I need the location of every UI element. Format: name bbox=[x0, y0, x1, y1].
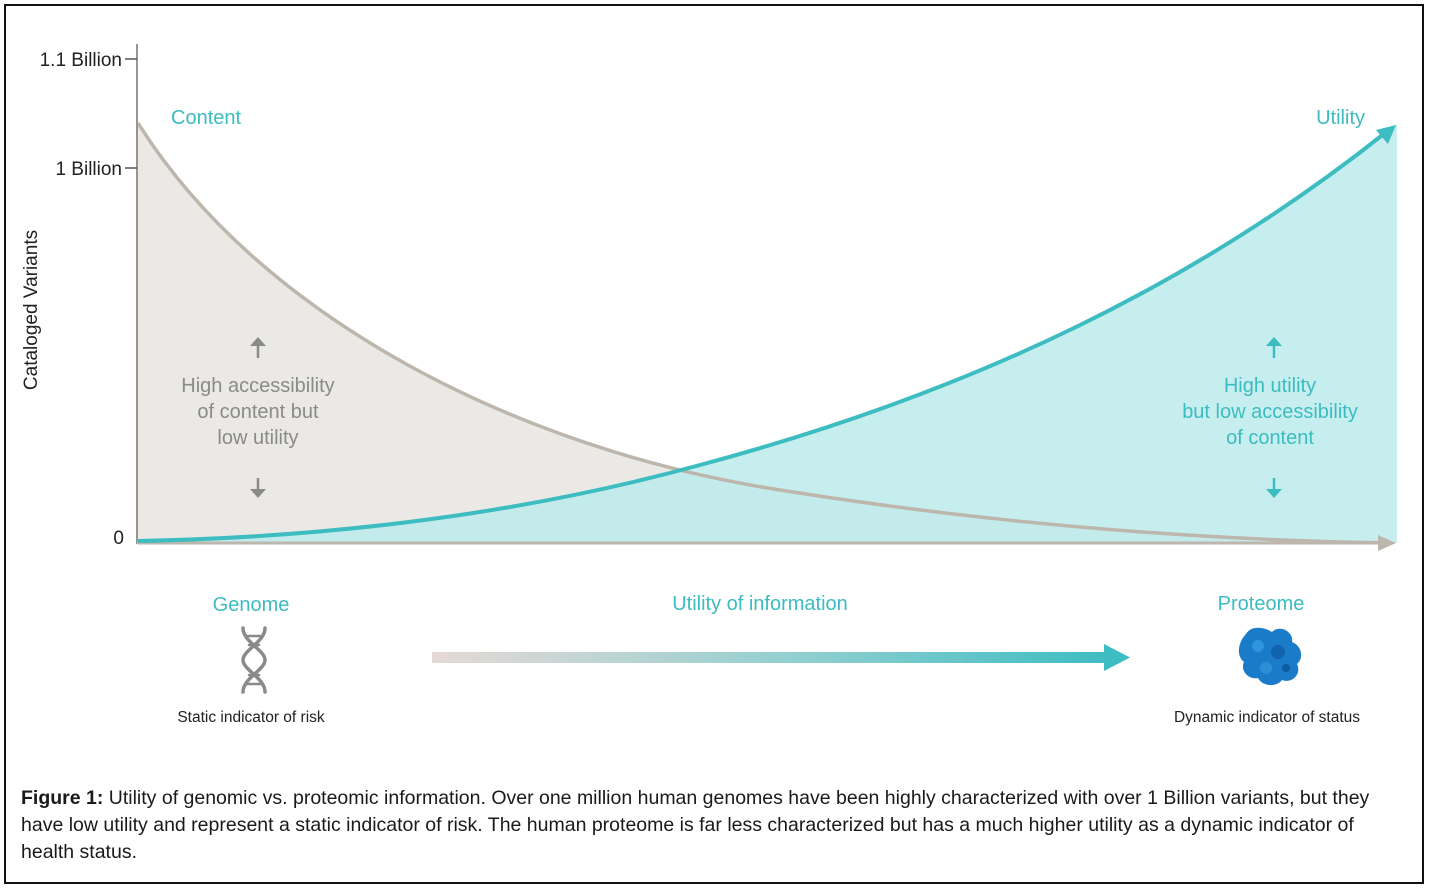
up-arrow-icon-head bbox=[1266, 337, 1282, 346]
utility-series-label: Utility bbox=[1316, 107, 1365, 129]
dna-icon bbox=[241, 626, 267, 694]
proteome-sub-label: Dynamic indicator of status bbox=[1174, 709, 1360, 726]
right-annotation-line-1: High utility bbox=[1224, 375, 1316, 397]
figure-caption: Figure 1: Utility of genomic vs. proteom… bbox=[21, 785, 1411, 866]
genome-sub-label: Static indicator of risk bbox=[177, 709, 325, 726]
left-annotation-line-3: low utility bbox=[217, 427, 298, 449]
up-arrow-icon-head bbox=[250, 337, 266, 346]
utility-of-information-label: Utility of information bbox=[672, 593, 848, 615]
y-tick-label-1-billion: 1 Billion bbox=[55, 159, 122, 180]
utility-arrowhead bbox=[1376, 125, 1396, 144]
left-annotation: High accessibility of content but low ut… bbox=[181, 337, 335, 498]
y-tick-label-zero: 0 bbox=[113, 528, 124, 549]
genome-label: Genome bbox=[213, 594, 290, 616]
utility-curve bbox=[137, 131, 1387, 543]
content-curve bbox=[136, 122, 1391, 545]
down-arrow-icon-head bbox=[250, 489, 266, 498]
down-arrow-icon-head bbox=[1266, 489, 1282, 498]
caption-text: Utility of genomic vs. proteomic informa… bbox=[21, 787, 1370, 863]
gradient-arrow-head bbox=[1104, 644, 1130, 671]
left-annotation-line-2: of content but bbox=[197, 401, 319, 423]
x-axis-arrowhead bbox=[1378, 535, 1396, 551]
protein-icon bbox=[1238, 627, 1302, 686]
right-annotation-line-3: of content bbox=[1226, 427, 1314, 449]
right-annotation: High utility but low accessibility of co… bbox=[1182, 337, 1358, 498]
content-series-label: Content bbox=[171, 107, 241, 129]
caption-lead: Figure 1: bbox=[21, 787, 104, 809]
left-annotation-line-1: High accessibility bbox=[181, 375, 334, 397]
utility-area-fill bbox=[138, 124, 1397, 543]
content-area-fill bbox=[138, 123, 1390, 543]
y-axis-label: Cataloged Variants bbox=[21, 230, 42, 390]
gradient-arrow-shaft bbox=[432, 652, 1112, 663]
y-tick-label-1-1-billion: 1.1 Billion bbox=[40, 50, 122, 71]
right-annotation-line-2: but low accessibility bbox=[1182, 401, 1358, 423]
proteome-label: Proteome bbox=[1218, 593, 1305, 615]
figure-frame bbox=[4, 4, 1424, 884]
